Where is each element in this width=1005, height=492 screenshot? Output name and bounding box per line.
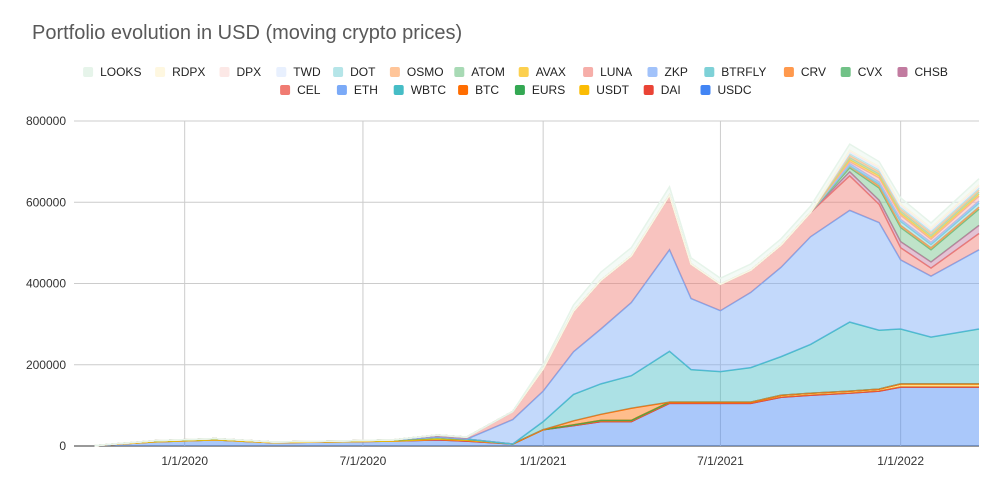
area-usdc: [94, 387, 980, 446]
legend-label-dai: DAI: [661, 83, 681, 97]
legend-swatch-usdt: [579, 85, 590, 95]
area-cel: [94, 175, 980, 446]
legend-swatch-chsb: [897, 67, 908, 77]
y-tick-label-0: 0: [59, 439, 66, 453]
legend-label-looks: LOOKS: [100, 65, 141, 79]
legend-label-chsb: CHSB: [915, 65, 948, 79]
legend-label-eurs: EURS: [532, 83, 565, 97]
chart-title: Portfolio evolution in USD (moving crypt…: [32, 22, 463, 44]
legend-swatch-atom: [454, 67, 465, 77]
legend-swatch-rdpx: [155, 67, 166, 77]
legend-swatch-dai: [643, 85, 654, 95]
y-tick-label-800000: 800000: [26, 114, 66, 128]
legend-label-rdpx: RDPX: [172, 65, 205, 79]
legend-swatch-cvx: [840, 67, 851, 77]
legend-swatch-osmo: [389, 67, 400, 77]
legend-swatch-eurs: [514, 85, 525, 95]
legend-swatch-luna: [583, 67, 594, 77]
x-tick-label-2020-01-01: 1/1/2020: [161, 454, 208, 468]
legend-label-twd: TWD: [293, 65, 321, 79]
legend-swatch-btrfly: [704, 67, 715, 77]
legend-label-atom: ATOM: [471, 65, 505, 79]
legend-swatch-zkp: [647, 67, 658, 77]
legend-swatch-twd: [276, 67, 287, 77]
legend-swatch-looks: [83, 67, 94, 77]
legend-label-cel: CEL: [297, 83, 321, 97]
legend-label-crv: CRV: [801, 65, 826, 79]
legend-label-usdc: USDC: [718, 83, 752, 97]
y-tick-label-400000: 400000: [26, 277, 66, 291]
x-tick-label-2021-07-01: 7/1/2021: [697, 454, 744, 468]
x-tick-label-2022-01-01: 1/1/2022: [877, 454, 924, 468]
legend-label-dpx: DPX: [237, 65, 262, 79]
legend-label-avax: AVAX: [536, 65, 566, 79]
x-tick-label-2021-01-01: 1/1/2021: [520, 454, 567, 468]
legend-label-luna: LUNA: [600, 65, 632, 79]
area-wbtc: [94, 322, 980, 446]
legend-label-osmo: OSMO: [407, 65, 444, 79]
legend-swatch-cel: [280, 85, 291, 95]
legend-label-dot: DOT: [350, 65, 376, 79]
legend: LOOKS RDPX DPX TWD DOT OSMO ATOM AVAX LUNA ZKP BTR…: [83, 65, 948, 97]
legend-swatch-crv: [783, 67, 794, 77]
legend-label-btc: BTC: [475, 83, 499, 97]
legend-label-usdt: USDT: [596, 83, 629, 97]
area-eth: [94, 210, 980, 446]
legend-label-zkp: ZKP: [665, 65, 688, 79]
legend-swatch-usdc: [700, 85, 711, 95]
legend-swatch-btc: [458, 85, 469, 95]
legend-swatch-dot: [333, 67, 344, 77]
axes: 0 200000 400000 600000 800000 1/1/2020 7/1/202…: [26, 114, 924, 468]
legend-swatch-avax: [518, 67, 529, 77]
line-looks: [94, 143, 980, 447]
legend-label-eth: ETH: [354, 83, 378, 97]
legend-label-btrfly: BTRFLY: [721, 65, 766, 79]
y-tick-label-600000: 600000: [26, 195, 66, 209]
legend-label-wbtc: WBTC: [411, 83, 447, 97]
x-tick-label-2020-07-01: 7/1/2020: [340, 454, 387, 468]
legend-label-cvx: CVX: [858, 65, 883, 79]
legend-swatch-dpx: [219, 67, 230, 77]
stacked-areas: [94, 143, 980, 447]
legend-swatch-eth: [336, 85, 347, 95]
legend-swatch-wbtc: [393, 85, 404, 95]
y-tick-label-200000: 200000: [26, 358, 66, 372]
